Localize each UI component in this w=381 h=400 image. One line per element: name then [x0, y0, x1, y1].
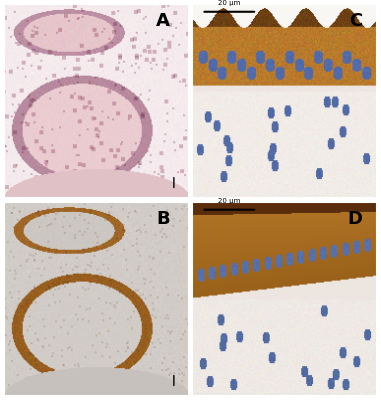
Text: 20 μm: 20 μm [218, 198, 240, 204]
Text: D: D [347, 210, 362, 228]
Text: A: A [156, 12, 170, 30]
Text: 20 μm: 20 μm [218, 0, 240, 6]
Text: B: B [157, 210, 170, 228]
Text: C: C [349, 12, 362, 30]
